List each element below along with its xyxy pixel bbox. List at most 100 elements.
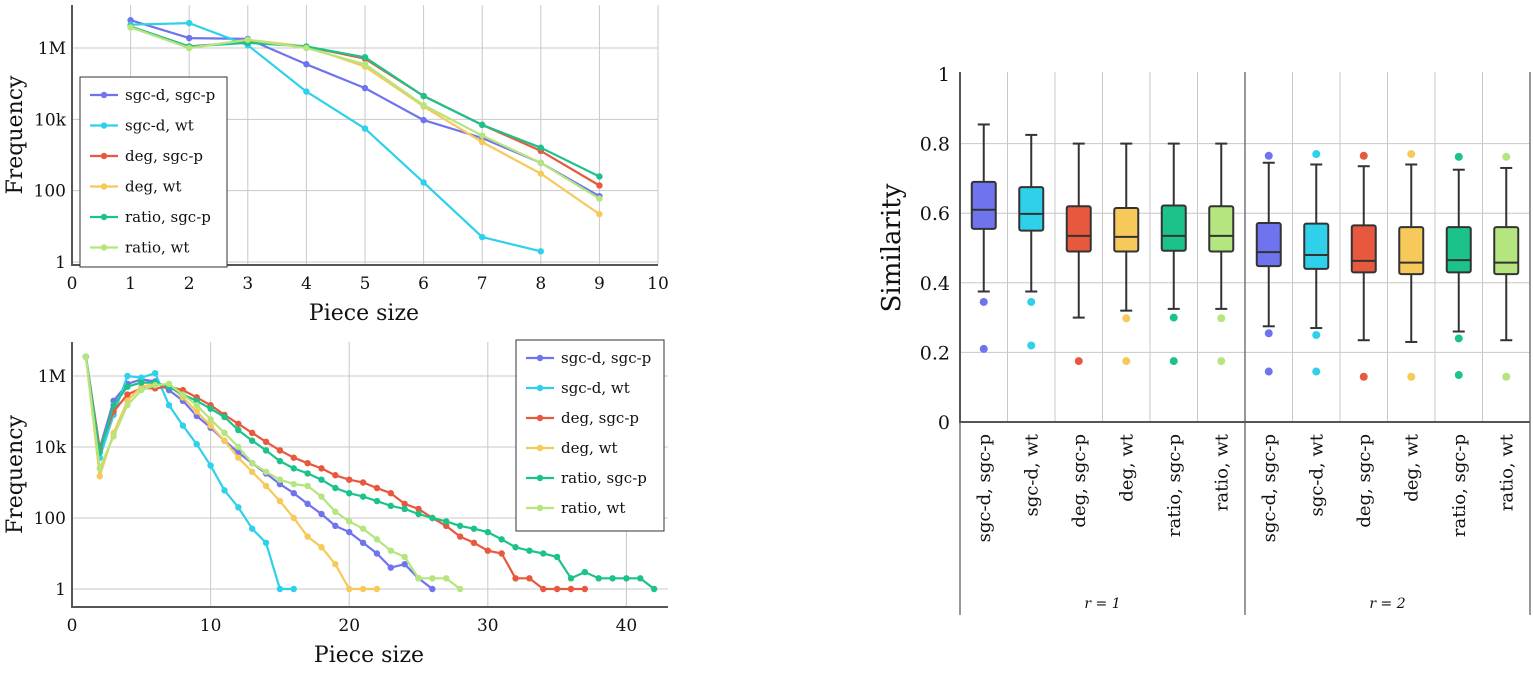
data-point (479, 132, 486, 139)
data-point (276, 480, 284, 488)
data-point (537, 170, 544, 177)
data-point (650, 585, 658, 593)
data-point (581, 568, 589, 576)
data-point (581, 585, 589, 593)
data-point (276, 497, 284, 505)
data-point (346, 476, 353, 483)
data-point (303, 44, 310, 52)
legend-item: deg, wt (90, 178, 181, 196)
outlier-point (1454, 371, 1463, 380)
outlier-point (1217, 357, 1226, 366)
data-point (207, 462, 214, 469)
data-point (290, 480, 297, 488)
group-label: r = 2 (1369, 596, 1405, 612)
category-label: ratio, sgc-p (1164, 434, 1185, 537)
data-point (346, 489, 353, 497)
data-point (248, 468, 256, 476)
data-point (359, 493, 367, 500)
legend-box (515, 339, 665, 532)
outlier-point (1359, 372, 1368, 381)
data-point (138, 379, 145, 386)
data-point (479, 233, 486, 241)
data-point (484, 528, 492, 536)
axis-lines (71, 5, 658, 266)
outlier-point (1407, 150, 1416, 159)
data-point (248, 525, 256, 532)
data-point (290, 514, 297, 522)
data-point (346, 528, 353, 536)
legend-item: ratio, wt (526, 499, 625, 517)
data-point (361, 54, 369, 61)
legend-box (79, 76, 228, 268)
box-deg-wt: deg, wt (1398, 150, 1425, 502)
data-point (609, 575, 616, 582)
data-point (276, 447, 284, 454)
data-point (596, 173, 603, 180)
legend-swatch-marker (100, 152, 108, 160)
box-iqr (1160, 204, 1187, 252)
data-point (415, 575, 422, 582)
data-point (207, 405, 214, 412)
series-line (130, 22, 542, 253)
data-point (512, 575, 519, 582)
axis-lines (959, 72, 1530, 423)
data-point (276, 457, 284, 465)
data-point (443, 518, 450, 525)
data-point (373, 585, 381, 593)
legend-label: ratio, wt (561, 499, 625, 517)
data-point (318, 510, 325, 518)
data-point (479, 121, 486, 129)
data-point (318, 493, 325, 500)
data-point (235, 426, 242, 434)
box-plot-similarity: 0 0.2 0.4 0.6 0.8 1 Similarity sgc-d, sgc-p sgc-… (877, 64, 1531, 615)
category-label: sgc-d, sgc-p (974, 434, 995, 542)
outlier-point (1169, 313, 1178, 322)
data-point (443, 575, 450, 582)
box-iqr (1303, 222, 1330, 270)
legend-item: sgc-d, sgc-p (90, 86, 215, 104)
axis-lines (71, 342, 668, 608)
box-iqr (1398, 226, 1425, 276)
outlier-point (1264, 367, 1273, 376)
data-point (127, 24, 134, 31)
data-point (304, 470, 311, 477)
data-point (470, 539, 478, 547)
data-point (553, 585, 561, 593)
data-point (290, 454, 297, 461)
y-tick-label: 0.4 (920, 273, 950, 295)
data-point (151, 382, 159, 389)
legend-item: ratio, wt (90, 239, 189, 257)
y-tick-label: 100 (34, 182, 66, 202)
y-tick-label: 1 (55, 580, 66, 600)
data-point (96, 473, 103, 480)
data-point (498, 550, 505, 557)
outlier-point (1454, 152, 1463, 161)
data-point (248, 429, 256, 437)
y-tick-label: 10k (34, 438, 67, 458)
series-line (84, 356, 377, 591)
data-point (387, 547, 394, 554)
data-point (484, 547, 492, 554)
legend-swatch-marker (100, 183, 108, 190)
data-point (124, 402, 131, 409)
legend-label: deg, wt (561, 439, 617, 457)
outlier-point (1027, 341, 1036, 350)
data-point (235, 420, 242, 428)
data-point (332, 472, 339, 479)
x-tick-label: 30 (477, 616, 499, 636)
data-point (429, 514, 436, 522)
legend-item: deg, wt (526, 439, 617, 457)
outlier-point (979, 344, 988, 353)
box-iqr (1113, 206, 1140, 253)
outlier-point (1502, 372, 1511, 381)
data-point (221, 437, 228, 444)
legend-label: deg, sgc-p (561, 409, 639, 427)
data-point (276, 476, 284, 483)
legend-swatch-marker (100, 244, 108, 251)
outlier-point (1264, 329, 1273, 338)
legend-item: deg, sgc-p (526, 409, 639, 427)
box-deg-sgc-p: deg, sgc-p (1350, 151, 1377, 528)
x-tick-label: 3 (242, 274, 253, 294)
data-point (567, 575, 575, 582)
